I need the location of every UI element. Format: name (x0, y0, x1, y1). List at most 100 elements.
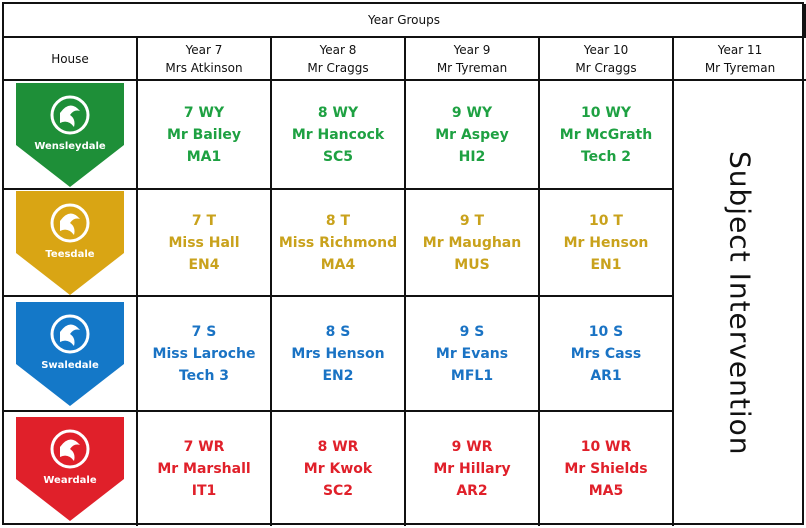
form-group-cell: 10 WY Mr McGrath Tech 2 (540, 81, 674, 190)
form-room: AR1 (590, 367, 622, 384)
form-code: 10 WR (580, 439, 632, 455)
form-tutor: Miss Richmond (278, 234, 398, 251)
form-room: Tech 3 (178, 367, 230, 384)
year-header: Year 9 Mr Tyreman (406, 38, 540, 81)
form-tutor: Mr Bailey (166, 126, 242, 143)
table-title: Year Groups (4, 4, 806, 38)
year-leader: Mr Tyreman (704, 60, 776, 75)
dragon-logo-icon (50, 95, 90, 134)
form-group-cell: 10 T Mr Henson EN1 (540, 190, 674, 297)
form-tutor: Miss Laroche (152, 345, 256, 362)
form-room: Tech 2 (580, 148, 632, 165)
form-tutor: Mr Aspey (435, 126, 509, 143)
form-group-cell: 7 WY Mr Bailey MA1 (138, 81, 272, 190)
form-room: MA5 (588, 483, 624, 499)
form-group-cell: 10 S Mrs Cass AR1 (540, 297, 674, 412)
house-header: House (4, 38, 138, 81)
house-cell: Swaledale (4, 297, 138, 412)
year-label: Year 7 (185, 42, 223, 57)
form-room: MUS (454, 256, 490, 273)
form-room: SC2 (322, 483, 354, 499)
house-pennant: Weardale (16, 417, 124, 521)
form-tutor: Mr Hancock (291, 126, 385, 143)
form-group-cell: 7 WR Mr Marshall IT1 (138, 412, 272, 526)
subject-intervention-label: Subject Intervention (723, 151, 757, 456)
form-code: 8 T (325, 212, 351, 229)
house-name: Wensleydale (34, 141, 106, 152)
form-tutor: Mrs Cass (570, 345, 642, 362)
form-code: 8 WY (317, 104, 359, 121)
form-code: 9 WR (451, 439, 493, 455)
house-cell: Teesdale (4, 190, 138, 297)
form-room: MFL1 (450, 367, 494, 384)
form-group-cell: 10 WR Mr Shields MA5 (540, 412, 674, 526)
form-group-cell: 7 T Miss Hall EN4 (138, 190, 272, 297)
form-code: 10 WY (581, 104, 631, 121)
year-header: Year 7 Mrs Atkinson (138, 38, 272, 81)
form-room: HI2 (458, 148, 486, 165)
form-room: IT1 (191, 483, 217, 499)
form-group-cell: 7 S Miss Laroche Tech 3 (138, 297, 272, 412)
form-tutor: Mr Evans (435, 345, 509, 362)
year-header: Year 8 Mr Craggs (272, 38, 406, 81)
form-room: MA4 (320, 256, 356, 273)
form-group-cell: 9 T Mr Maughan MUS (406, 190, 540, 297)
form-code: 9 T (459, 212, 485, 229)
form-group-cell: 8 WY Mr Hancock SC5 (272, 81, 406, 190)
year-label: Year 10 (583, 42, 629, 57)
form-code: 8 S (325, 323, 351, 340)
year-leader: Mr Tyreman (436, 60, 508, 75)
house-name: Teesdale (45, 249, 94, 260)
form-room: EN1 (590, 256, 622, 273)
dragon-logo-icon (50, 429, 90, 469)
house-name: Weardale (43, 475, 96, 486)
form-tutor: Mr McGrath (559, 126, 653, 143)
form-tutor: Mr Shields (564, 461, 648, 477)
house-pennant: Wensleydale (16, 82, 124, 187)
form-tutor: Mr Maughan (422, 234, 522, 251)
year-label: Year 8 (319, 42, 357, 57)
year-header: Year 11 Mr Tyreman (674, 38, 806, 81)
year-leader: Mrs Atkinson (165, 60, 243, 75)
form-group-cell: 9 WY Mr Aspey HI2 (406, 81, 540, 190)
form-group-cell: 8 WR Mr Kwok SC2 (272, 412, 406, 526)
form-code: 7 WY (183, 104, 225, 121)
form-code: 8 WR (317, 439, 359, 455)
year-leader: Mr Craggs (307, 60, 369, 75)
form-tutor: Miss Hall (168, 234, 240, 251)
form-group-cell: 8 T Miss Richmond MA4 (272, 190, 406, 297)
subject-intervention-cell: Subject Intervention (674, 81, 806, 526)
year-label: Year 9 (453, 42, 491, 57)
form-code: 10 T (589, 212, 623, 229)
house-cell: Weardale (4, 412, 138, 526)
form-group-cell: 8 S Mrs Henson EN2 (272, 297, 406, 412)
form-tutor: Mrs Henson (291, 345, 385, 362)
form-tutor: Mr Marshall (157, 461, 251, 477)
form-code: 7 S (191, 323, 217, 340)
form-code: 7 T (191, 212, 217, 229)
form-code: 9 WY (451, 104, 493, 121)
form-room: SC5 (322, 148, 354, 165)
year-header: Year 10 Mr Craggs (540, 38, 674, 81)
form-code: 10 S (588, 323, 624, 340)
form-tutor: Mr Hillary (433, 461, 511, 477)
form-tutor: Mr Kwok (303, 461, 373, 477)
form-room: MA1 (186, 148, 222, 165)
form-room: EN4 (188, 256, 220, 273)
house-pennant: Teesdale (16, 190, 124, 295)
form-room: EN2 (322, 367, 354, 384)
form-group-cell: 9 WR Mr Hillary AR2 (406, 412, 540, 526)
form-code: 7 WR (183, 439, 225, 455)
form-room: AR2 (456, 483, 488, 499)
dragon-logo-icon (50, 203, 90, 242)
house-name: Swaledale (41, 360, 99, 371)
year-leader: Mr Craggs (575, 60, 637, 75)
year-label: Year 11 (717, 42, 763, 57)
form-group-cell: 9 S Mr Evans MFL1 (406, 297, 540, 412)
house-cell: Wensleydale (4, 81, 138, 190)
house-pennant: Swaledale (16, 301, 124, 406)
form-code: 9 S (459, 323, 485, 340)
form-tutor: Mr Henson (563, 234, 649, 251)
dragon-logo-icon (50, 314, 90, 353)
